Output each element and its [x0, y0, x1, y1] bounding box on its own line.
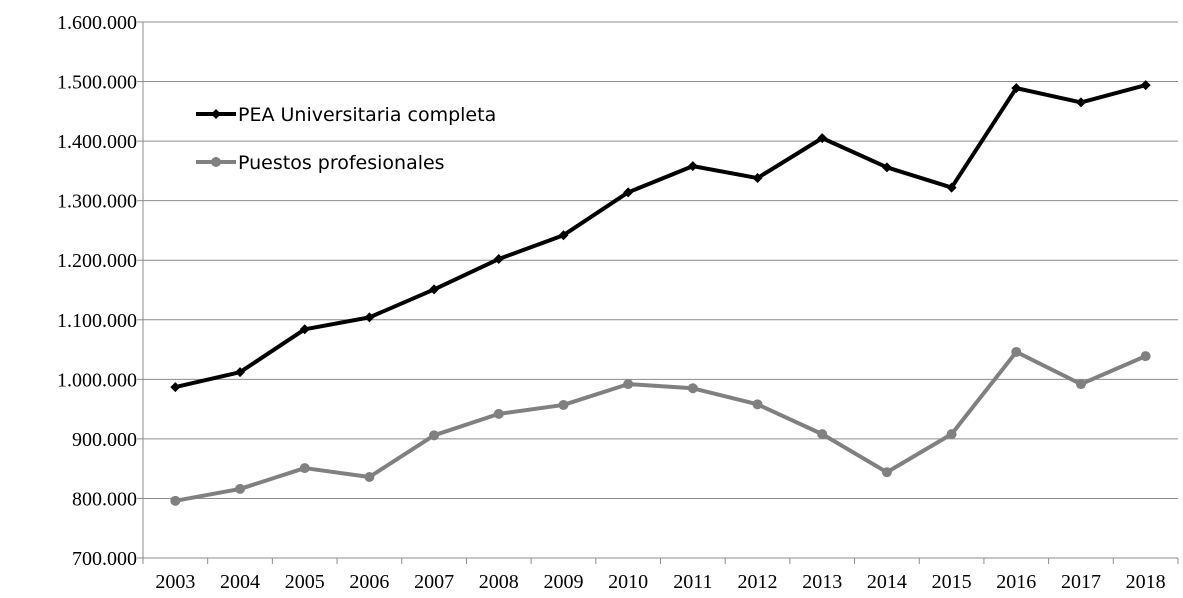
x-tick-label: 2004: [220, 571, 260, 593]
x-tick-label: 2010: [608, 571, 648, 593]
x-tick-label: 2011: [673, 571, 712, 593]
marker: [364, 312, 375, 323]
x-tick-label: 2016: [996, 571, 1036, 593]
marker: [1011, 346, 1022, 357]
marker: [299, 463, 310, 474]
legend-label: PEA Universitaria completa: [238, 104, 496, 126]
marker: [623, 187, 634, 198]
marker: [558, 399, 569, 410]
marker: [235, 483, 246, 494]
y-tick-label: 1.500.000: [57, 72, 137, 94]
x-tick-label: 2008: [479, 571, 519, 593]
x-tick-label: 2005: [285, 571, 325, 593]
marker: [1075, 97, 1086, 108]
marker: [817, 429, 828, 440]
marker: [752, 173, 763, 184]
y-tick-label: 1.300.000: [57, 191, 137, 213]
x-tick-label: 2003: [155, 571, 195, 593]
series-line: [174, 349, 1147, 503]
y-tick-label: 1.400.000: [57, 131, 137, 153]
x-tick-label: 2015: [932, 571, 972, 593]
x-tick-label: 2014: [867, 571, 907, 593]
y-tick-label: 900.000: [72, 429, 137, 451]
marker: [211, 109, 221, 119]
y-tick-label: 800.000: [72, 488, 137, 510]
marker: [1140, 80, 1151, 91]
marker: [493, 408, 504, 419]
y-tick-label: 1.100.000: [57, 310, 137, 332]
marker: [817, 133, 828, 144]
marker: [752, 399, 763, 410]
y-tick-label: 1.200.000: [57, 250, 137, 272]
marker: [364, 472, 375, 483]
x-tick-label: 2007: [414, 571, 454, 593]
x-tick-label: 2018: [1126, 571, 1166, 593]
marker: [881, 467, 892, 478]
marker: [299, 324, 310, 335]
x-tick-label: 2006: [349, 571, 389, 593]
marker: [946, 429, 957, 440]
marker: [687, 383, 698, 394]
legend-label: Puestos profesionales: [238, 152, 445, 174]
series-line: [174, 83, 1147, 390]
x-tick-label: 2017: [1061, 571, 1101, 593]
marker: [429, 430, 440, 441]
marker: [493, 254, 504, 265]
marker: [623, 379, 634, 390]
marker: [558, 230, 569, 241]
x-tick-label: 2012: [738, 571, 778, 593]
marker: [170, 495, 181, 506]
x-tick-label: 2009: [543, 571, 583, 593]
marker: [211, 157, 221, 167]
y-tick-label: 1.600.000: [57, 12, 137, 34]
marker: [235, 367, 246, 378]
x-tick-label: 2013: [802, 571, 842, 593]
marker: [946, 182, 957, 193]
y-tick-label: 1.000.000: [57, 369, 137, 391]
marker: [170, 382, 181, 393]
marker: [881, 162, 892, 173]
marker: [1075, 379, 1086, 390]
marker: [1140, 351, 1151, 362]
marker: [429, 284, 440, 295]
marker: [687, 161, 698, 172]
marker: [1011, 83, 1022, 94]
y-tick-label: 700.000: [72, 548, 137, 570]
